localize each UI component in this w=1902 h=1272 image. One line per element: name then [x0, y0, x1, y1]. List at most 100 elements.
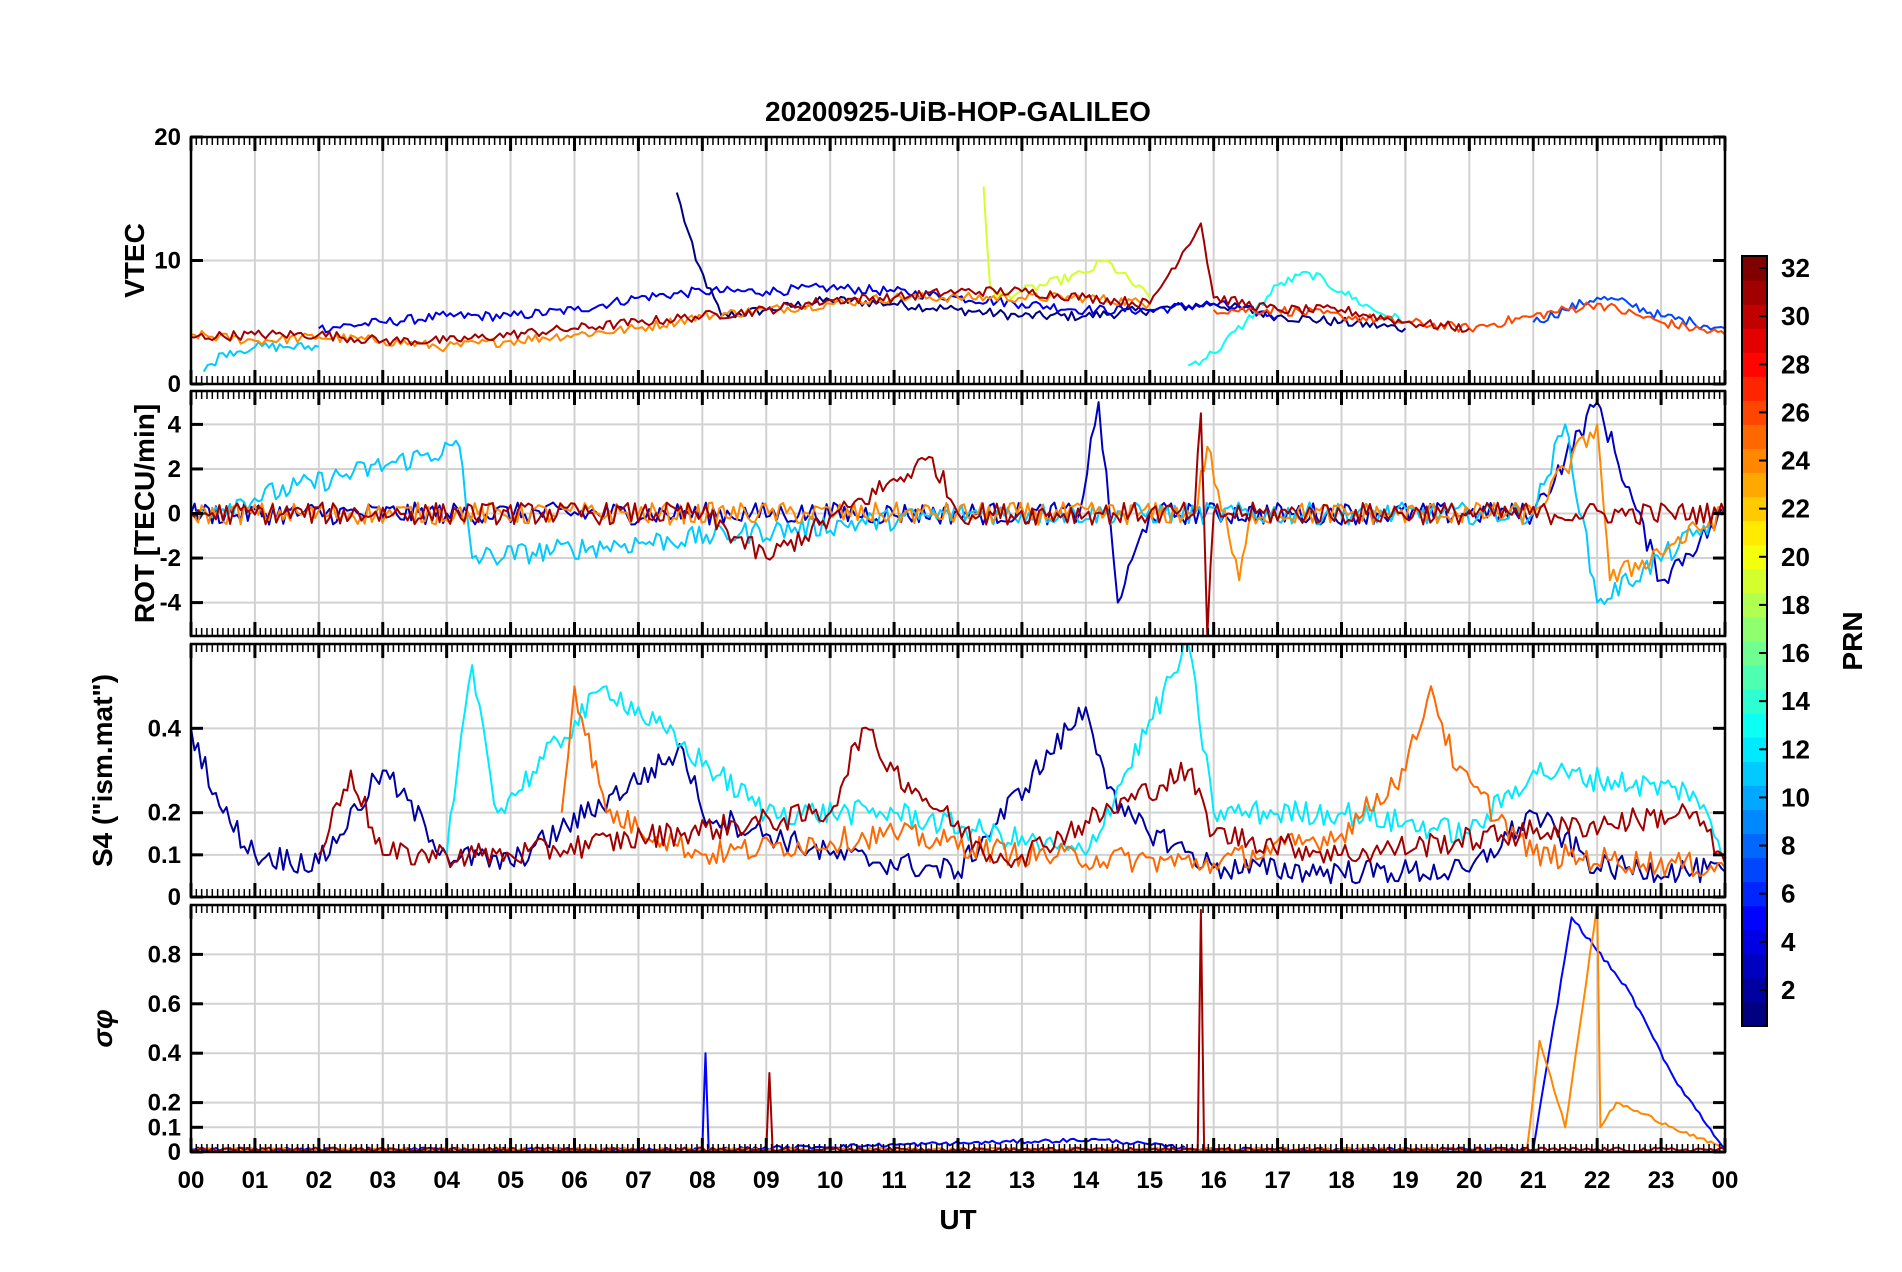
colorbar-tick-label: 16 [1781, 638, 1810, 668]
y-axis-label-rot: ROT [TECU/min] [129, 404, 160, 623]
colorbar-frame [1741, 255, 1768, 1027]
x-tick-label: 06 [561, 1167, 588, 1194]
y-tick-label: 0.6 [148, 991, 181, 1018]
panel-vtec: 0 10 20 VTEC [119, 124, 1727, 398]
colorbar-tick-label: 28 [1781, 349, 1810, 379]
colorbar-segment [1742, 761, 1767, 786]
colorbar-segment [1742, 905, 1767, 931]
grid-vtec [191, 137, 1725, 384]
x-tick-label: 07 [625, 1167, 652, 1194]
x-ticks-vtec [189, 137, 1727, 384]
x-tick-label: 11 [881, 1167, 906, 1194]
series-line-prn-1 [675, 192, 1407, 333]
colorbar-tick-label: 6 [1781, 879, 1795, 909]
y-tick-label: 0 [168, 371, 181, 398]
colorbar-segment [1742, 472, 1767, 498]
colorbar-segment [1742, 424, 1767, 449]
colorbar-tick-label: 24 [1781, 446, 1810, 476]
colorbar-segment [1742, 857, 1767, 883]
y-tick-label: 0.2 [148, 800, 181, 827]
series-line-prn-24 [191, 291, 1151, 353]
series-line-prn-7 [1532, 295, 1725, 331]
y-axis-label-s4: S4 ("ism.mat") [87, 674, 118, 867]
colorbar-tick-label: 2 [1781, 975, 1795, 1005]
y-axis-label-vtec: VTEC [119, 223, 150, 298]
y-tick-label: 0.2 [148, 1090, 181, 1117]
series-line-prn-31 [191, 412, 1725, 636]
colorbar-segment [1742, 1001, 1767, 1027]
x-ticks-s4 [189, 644, 1727, 897]
colorbar-segment [1742, 953, 1767, 979]
colorbar-tick-label: 18 [1781, 590, 1810, 620]
series-line-prn-31 [191, 222, 1470, 346]
colorbar-tick-label: 10 [1781, 782, 1810, 812]
series-line-prn-25 [560, 685, 1725, 878]
y-tick-label: 0.1 [148, 842, 181, 869]
series-line-prn-11 [202, 341, 320, 373]
x-tick-label: 16 [1200, 1167, 1227, 1194]
x-tick-label: 00 [178, 1167, 205, 1194]
colorbar-segment [1742, 713, 1767, 738]
x-tick-label: 02 [305, 1167, 332, 1194]
colorbar-tick-label: 20 [1781, 542, 1810, 572]
y-tick-label: 0.4 [148, 1040, 182, 1067]
grid-s4 [191, 644, 1725, 897]
series-group-vtec [191, 186, 1725, 373]
x-tick-label: 19 [1392, 1167, 1419, 1194]
panel-rot: -4 -2 0 2 4 ROT [TECU/min] [129, 389, 1727, 638]
colorbar-tick-label: 14 [1781, 686, 1810, 716]
y-tick-label: 0.4 [148, 715, 182, 742]
x-tick-label: 13 [1009, 1167, 1036, 1194]
panel-s4: 0 0.1 0.2 0.4 S4 ("ism.mat") [87, 642, 1727, 911]
x-tick-label: 12 [945, 1167, 972, 1194]
series-line-prn-13 [1187, 270, 1406, 367]
colorbar-segment [1742, 809, 1767, 834]
colorbar-segment [1742, 520, 1767, 546]
x-tick-label: 17 [1264, 1167, 1291, 1194]
x-ticks-rot [189, 391, 1727, 636]
x-tick-label: 15 [1136, 1167, 1163, 1194]
x-tick-label: 21 [1520, 1167, 1547, 1194]
x-tick-label: 18 [1328, 1167, 1355, 1194]
x-tick-label: 20 [1456, 1167, 1483, 1194]
colorbar-tick-label: 22 [1781, 494, 1810, 524]
grid-sigma_phi [191, 905, 1725, 1152]
colorbar-tick-label: 12 [1781, 734, 1810, 764]
x-axis-label: UT [939, 1204, 976, 1235]
colorbar-tick-label: 26 [1781, 397, 1810, 427]
colorbar-segment [1742, 328, 1767, 353]
x-tick-label: 10 [817, 1167, 844, 1194]
y-tick-label: 4 [168, 411, 182, 438]
y-tick-label: 20 [154, 124, 181, 151]
x-tick-label: 05 [497, 1167, 524, 1194]
y-tick-label: 2 [168, 456, 181, 483]
colorbar-tick-label: 8 [1781, 831, 1795, 861]
y-axis-label-sigma_phi: σφ [87, 1009, 118, 1047]
y-tick-label: 0.1 [148, 1114, 181, 1141]
x-tick-label: 00 [1712, 1167, 1739, 1194]
x-tick-label: 01 [242, 1167, 269, 1194]
panel-sigma_phi: 00.10.2 0.4 0.6 0.8 σφ 00 01 02 03 04 05 06 07 08 09 10… [87, 903, 1739, 1194]
y-tick-label: 0 [168, 501, 181, 528]
series-line-prn-31 [317, 726, 1725, 869]
y-tick-label: -4 [160, 590, 182, 617]
y-tick-label: -2 [160, 545, 181, 572]
colorbar-tick-label: 4 [1781, 927, 1796, 957]
x-tick-label: 04 [433, 1167, 460, 1194]
colorbar-segment [1742, 616, 1767, 642]
colorbar-tick-label: 30 [1781, 301, 1810, 331]
y-tick-label: 0.8 [148, 941, 181, 968]
y-tick-label: 0 [168, 884, 181, 911]
x-tick-label: 14 [1072, 1167, 1099, 1194]
colorbar-label: PRN [1837, 611, 1868, 670]
y-tick-label: 10 [154, 248, 181, 275]
series-group-s4 [191, 644, 1725, 885]
series-line-prn-19 [982, 186, 1151, 300]
y-tick-label: 0 [168, 1139, 181, 1166]
x-ticks-sigma_phi [189, 905, 1727, 1152]
x-tick-label: 03 [369, 1167, 396, 1194]
series-group-rot [191, 401, 1725, 636]
